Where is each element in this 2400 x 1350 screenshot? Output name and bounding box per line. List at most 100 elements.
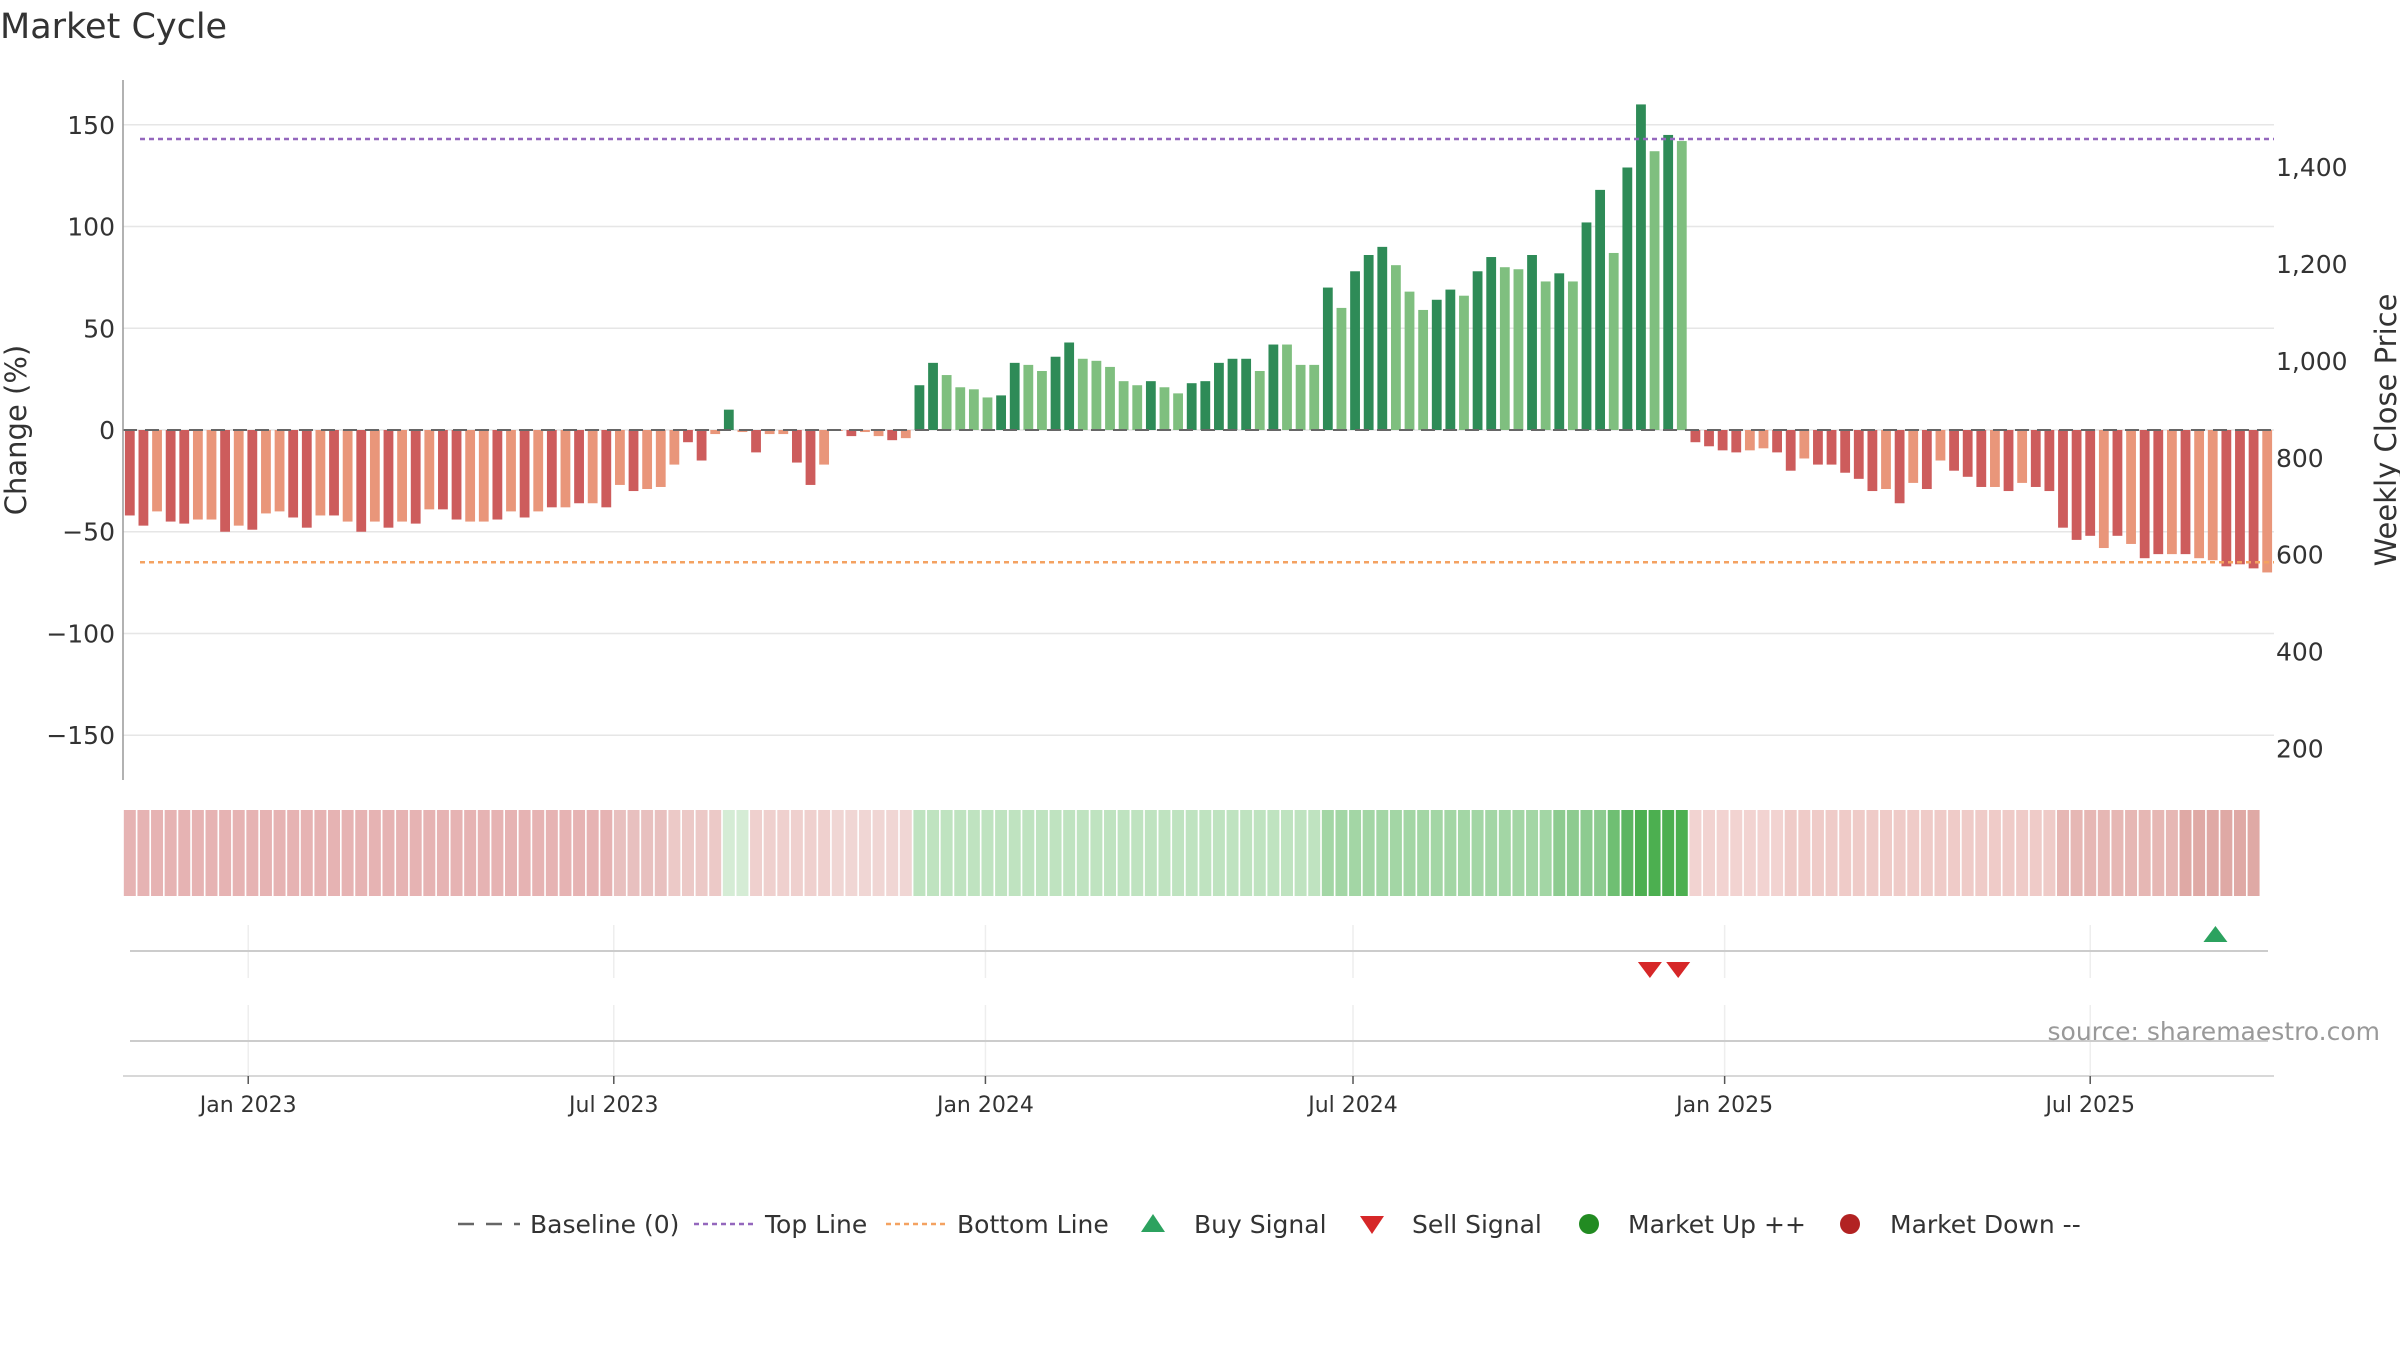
- heat-cell: [2043, 810, 2056, 896]
- bar: [615, 430, 625, 485]
- heat-cell: [2056, 810, 2069, 896]
- bar: [1322, 287, 1333, 430]
- legend-buy-icon: [1141, 1214, 1165, 1232]
- signal-panel: [130, 925, 2268, 978]
- heat-cell: [1240, 810, 1253, 896]
- bar: [533, 430, 544, 512]
- heat-cell: [532, 810, 545, 896]
- heat-cell: [2029, 810, 2042, 896]
- heat-cell: [1022, 810, 1035, 896]
- bar: [2098, 430, 2109, 549]
- heat-cell: [1444, 810, 1457, 896]
- bar: [1499, 267, 1510, 430]
- heat-cell: [2233, 810, 2246, 896]
- heat-cell: [1566, 810, 1579, 896]
- heat-cell: [559, 810, 572, 896]
- heat-cell: [1267, 810, 1280, 896]
- source-label: source: sharemaestro.com: [2048, 1017, 2381, 1046]
- heat-cell: [2125, 810, 2138, 896]
- heat-cell: [436, 810, 449, 896]
- heat-cell: [845, 810, 858, 896]
- bar: [233, 430, 244, 526]
- heat-cell: [123, 810, 136, 896]
- bar: [2235, 430, 2245, 565]
- heat-cell: [1498, 810, 1511, 896]
- heat-cell: [2247, 810, 2260, 896]
- heat-cell: [1035, 810, 1048, 896]
- bar: [124, 430, 135, 516]
- bar: [301, 430, 312, 528]
- bar: [846, 430, 857, 437]
- heat-cell: [1716, 810, 1729, 896]
- bar: [1853, 430, 1864, 479]
- bar: [1513, 269, 1524, 430]
- bar: [1785, 430, 1796, 471]
- bar: [1704, 430, 1714, 447]
- heat-cell: [1349, 810, 1362, 896]
- bar: [710, 430, 721, 435]
- bar: [2126, 430, 2136, 544]
- heat-cell: [382, 810, 395, 896]
- reference-lines: [123, 137, 2274, 564]
- bar: [1241, 358, 1252, 430]
- x-tick-label: Jul 2024: [1306, 1093, 1398, 1118]
- heat-cell: [1104, 810, 1116, 896]
- heat-cell: [2152, 810, 2165, 896]
- heat-cell: [2016, 810, 2029, 896]
- heat-cell: [1689, 810, 1702, 896]
- heat-cell: [396, 810, 409, 896]
- bar: [1459, 295, 1469, 430]
- bar: [723, 409, 734, 430]
- legend-buy-label: Buy Signal: [1194, 1210, 1327, 1239]
- bar: [152, 430, 162, 512]
- bar: [1091, 360, 1102, 430]
- bar: [669, 430, 680, 465]
- heat-cell: [1811, 810, 1824, 896]
- bar: [1744, 430, 1755, 451]
- bar: [1881, 430, 1891, 490]
- heat-cell: [681, 810, 694, 896]
- bar: [2112, 430, 2123, 536]
- bar: [2044, 430, 2055, 492]
- heat-cell: [1076, 810, 1089, 896]
- heat-cell: [1294, 810, 1307, 896]
- heat-cell: [1743, 810, 1756, 896]
- heat-cell: [368, 810, 381, 896]
- bar: [1159, 387, 1170, 430]
- heat-cell: [1880, 810, 1892, 896]
- bar: [329, 430, 339, 516]
- bar: [2085, 430, 2096, 536]
- bar: [1813, 430, 1823, 465]
- y-tick-label-right: 200: [2276, 735, 2324, 764]
- legend-baseline-label: Baseline (0): [530, 1210, 679, 1239]
- bar: [2058, 430, 2068, 528]
- bar: [2207, 430, 2218, 561]
- heat-cell: [1389, 810, 1402, 896]
- heat-cell: [1961, 810, 1974, 896]
- legend-market-up-label: Market Up ++: [1628, 1210, 1806, 1239]
- heat-cell: [586, 810, 599, 896]
- heat-cell: [654, 810, 667, 896]
- bar: [1567, 281, 1578, 430]
- bar: [1962, 430, 1973, 477]
- legend-sell-icon: [1360, 1216, 1384, 1234]
- heat-cell: [709, 810, 722, 896]
- heat-cell: [2070, 810, 2083, 896]
- heat-cell: [2179, 810, 2192, 896]
- heat-cell: [750, 810, 763, 896]
- legend-bottom-line-label: Bottom Line: [957, 1210, 1109, 1239]
- bar: [805, 430, 816, 485]
- x-tick-label: Jan 2023: [198, 1093, 297, 1118]
- bar: [982, 397, 993, 430]
- heat-cell: [328, 810, 341, 896]
- heat-cell: [232, 810, 245, 896]
- bar: [1676, 141, 1687, 430]
- heat-cell: [2002, 810, 2015, 896]
- heat-cell: [1784, 810, 1797, 896]
- heat-cell: [2165, 810, 2178, 896]
- heat-cell: [1757, 810, 1770, 896]
- heat-cell: [940, 810, 953, 896]
- bar: [424, 430, 435, 510]
- market-panel: Jan 2023 Jul 2023 Jan 2024 Jul 2024 Jan 2025…: [123, 1005, 2274, 1118]
- bar: [1772, 430, 1782, 453]
